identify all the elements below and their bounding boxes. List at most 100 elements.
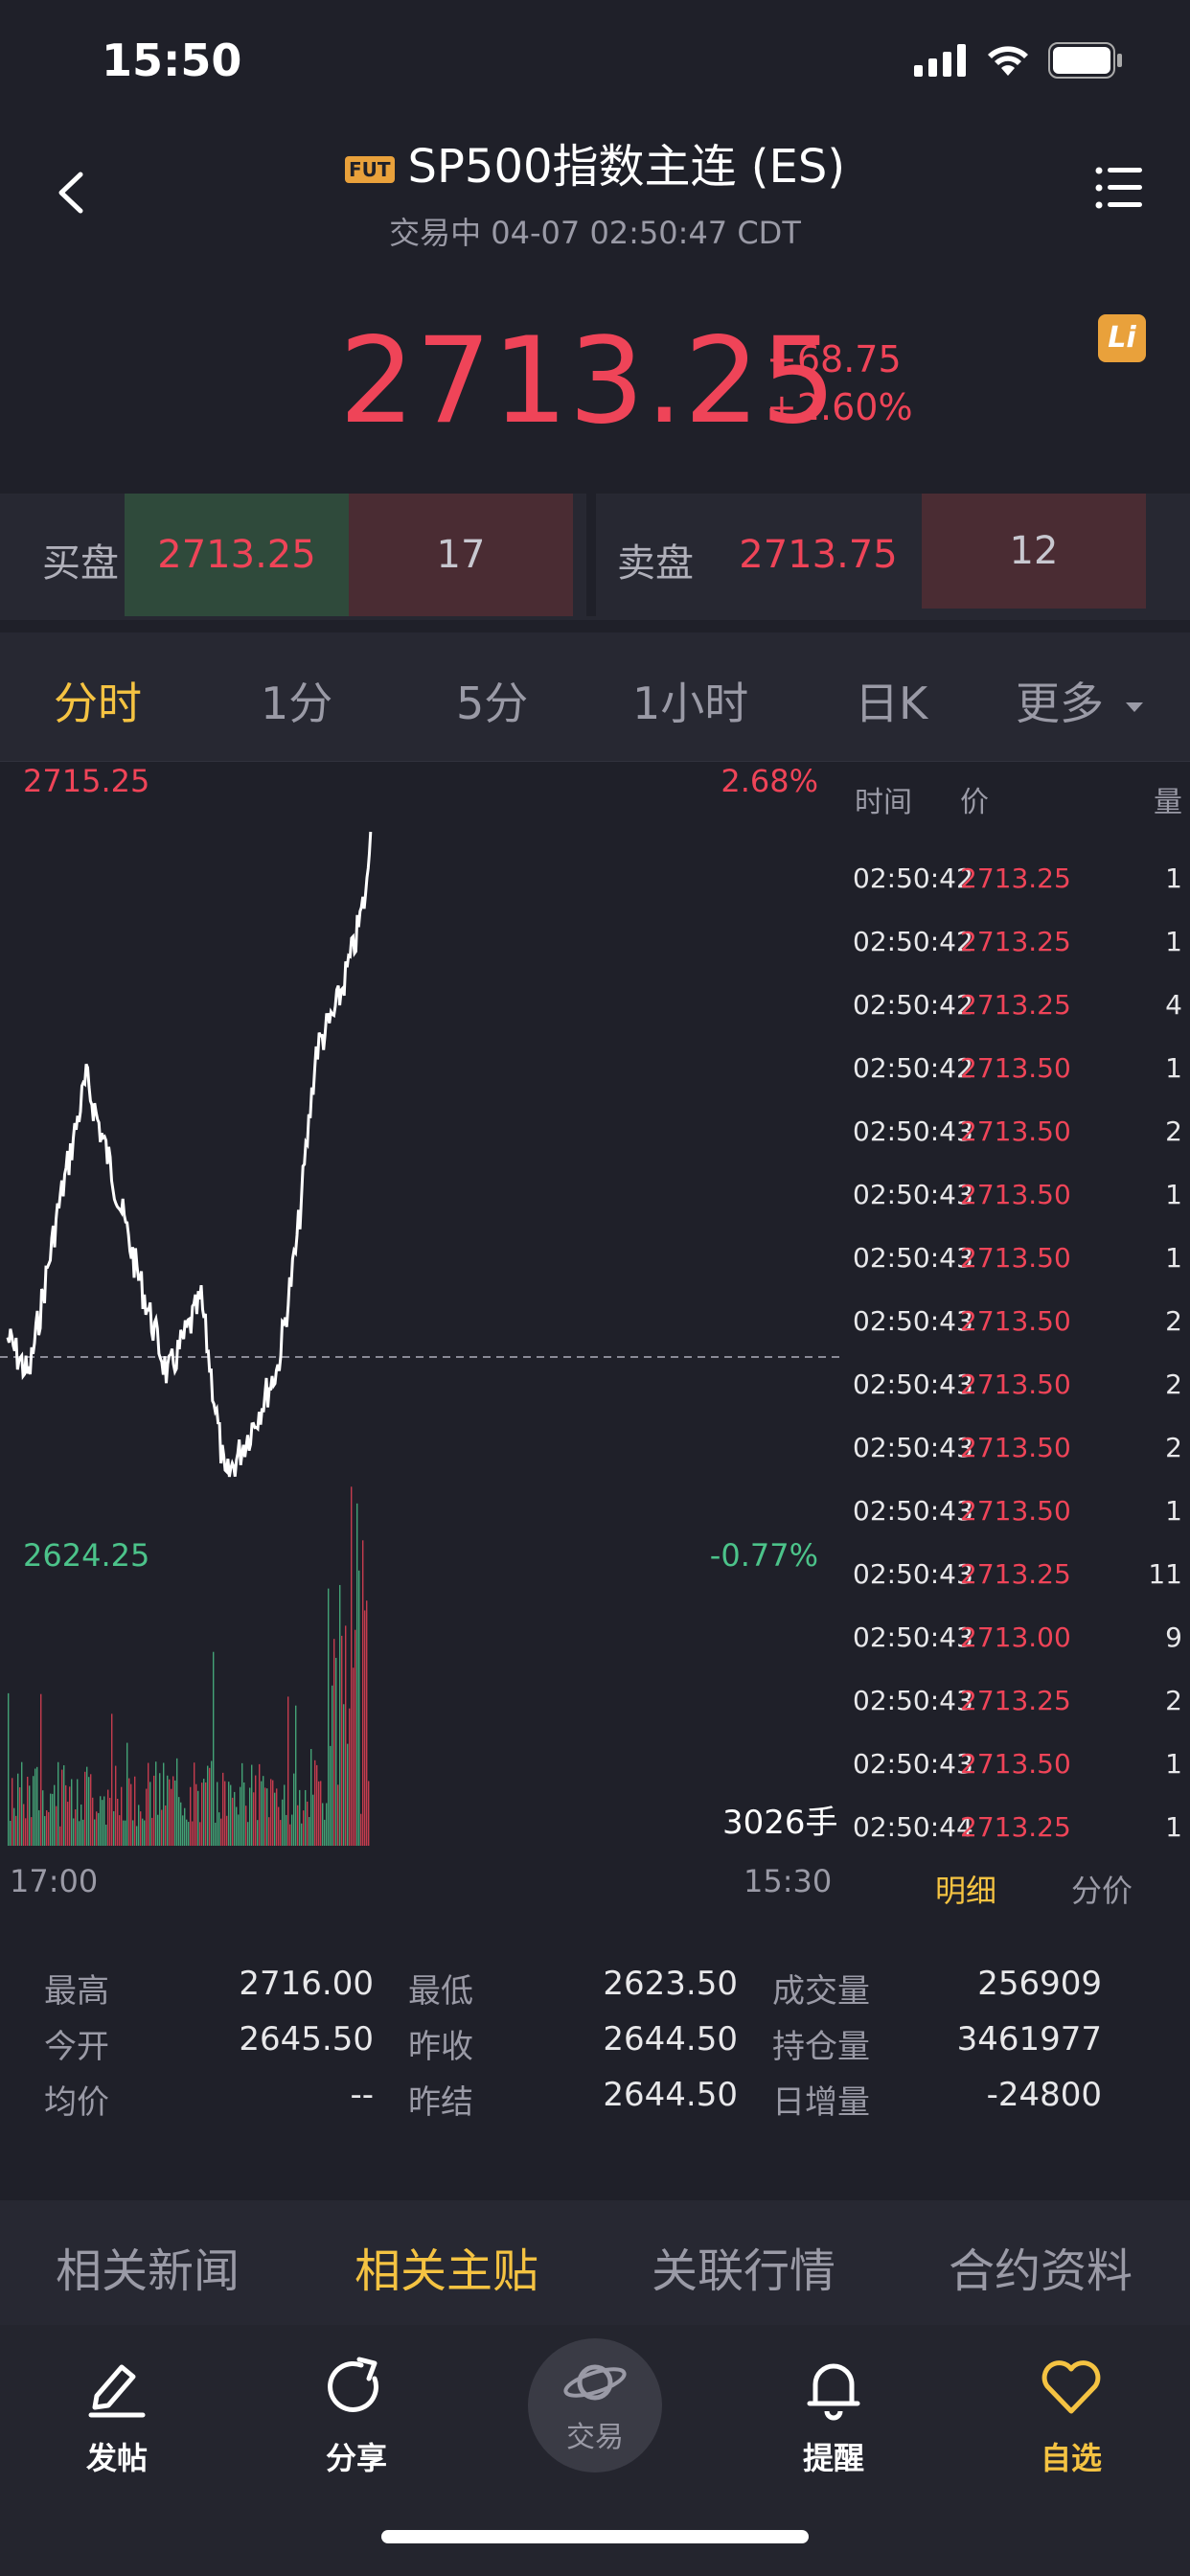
volume-bar [103, 1796, 105, 1846]
chart-period-tabs: 分时 1分 5分 1小时 日K 更多 [0, 632, 1190, 762]
volume-bar [155, 1761, 157, 1846]
tabbar-share-label: 分享 [325, 2440, 387, 2476]
tab-1min[interactable]: 1分 [261, 678, 333, 729]
page-title: FUT SP500指数主连 (ES) [0, 128, 1190, 196]
stat-prev-close-label: 昨收 [408, 2028, 473, 2066]
trade-time: 02:50:43 [853, 1432, 973, 1463]
volume-bar [171, 1788, 172, 1846]
trade-time: 02:50:43 [853, 1622, 973, 1653]
tab-related-news[interactable]: 相关新闻 [56, 2244, 240, 2298]
trade-row: 02:50:43 2713.50 1 [843, 1748, 1190, 1811]
volume-bar [77, 1779, 79, 1846]
trade-row: 02:50:43 2713.50 2 [843, 1116, 1190, 1179]
volume-bar [337, 1784, 339, 1846]
volume-bar [67, 1802, 69, 1846]
volume-bar [203, 1779, 205, 1846]
volume-bar [40, 1693, 42, 1846]
volume-bar [195, 1783, 197, 1846]
volume-bar [88, 1777, 90, 1846]
volume-bar [360, 1813, 362, 1846]
menu-button[interactable] [1094, 163, 1144, 213]
tab-1hour[interactable]: 1小时 [632, 678, 749, 729]
volume-bar [218, 1812, 220, 1846]
tabbar-trade-label: 交易 [566, 2421, 624, 2454]
volume-bar [287, 1696, 289, 1846]
volume-bar [295, 1705, 297, 1846]
tab-more[interactable]: 更多 [1016, 669, 1145, 732]
volume-bar [341, 1635, 343, 1846]
volume-bar [125, 1820, 126, 1846]
volume-bar [197, 1790, 199, 1846]
volume-bar [136, 1826, 138, 1846]
volume-bar [44, 1816, 46, 1846]
tabbar-share[interactable]: 分享 [261, 2354, 452, 2478]
trade-row: 02:50:43 2713.25 2 [843, 1685, 1190, 1748]
trade-row: 02:50:42 2713.25 1 [843, 862, 1190, 926]
stat-prev-settle: 2644.50 [603, 2076, 738, 2114]
trade-row: 02:50:43 2713.25 11 [843, 1558, 1190, 1622]
volume-bar [192, 1821, 194, 1846]
volume-bar [82, 1819, 84, 1846]
tab-related-posts[interactable]: 相关主贴 [355, 2244, 539, 2298]
intraday-chart[interactable]: 2715.25 2.68% 2624.25 -0.77% 3026手 17:00… [0, 763, 843, 1913]
status-icons [914, 42, 1123, 79]
volume-bar [226, 1815, 228, 1846]
tab-price-distribution[interactable]: 分价 [1071, 1873, 1133, 1909]
back-button[interactable] [46, 159, 100, 226]
volume-bar [50, 1793, 52, 1846]
bid-quantity[interactable]: 17 [349, 494, 573, 616]
volume-bar [148, 1762, 149, 1846]
trade-qty: 2 [1165, 1432, 1182, 1463]
volume-bar [228, 1782, 230, 1846]
trade-qty: 1 [1165, 1748, 1182, 1780]
tab-contract-info[interactable]: 合约资料 [949, 2244, 1133, 2298]
tab-detail[interactable]: 明细 [935, 1873, 997, 1909]
volume-bar [245, 1806, 247, 1846]
bid-price[interactable]: 2713.25 [125, 494, 349, 616]
trade-price: 2713.50 [960, 1305, 1071, 1337]
ask-quantity[interactable]: 12 [922, 494, 1146, 609]
home-indicator [381, 2530, 809, 2543]
trade-time: 02:50:43 [853, 1368, 973, 1400]
volume-bar [261, 1781, 263, 1846]
tab-related-quotes[interactable]: 关联行情 [652, 2244, 836, 2298]
trade-price: 2713.25 [960, 989, 1071, 1021]
volume-bar [119, 1815, 121, 1846]
volume-bar [259, 1763, 261, 1846]
tab-5min[interactable]: 5分 [456, 678, 529, 729]
tabbar-alert[interactable]: 提醒 [738, 2354, 929, 2478]
tab-daily[interactable]: 日K [855, 678, 928, 729]
volume-bar [128, 1778, 130, 1846]
volume-bar [316, 1764, 318, 1846]
volume-bar [293, 1773, 295, 1846]
volume-bar [268, 1817, 270, 1846]
x-axis-start: 17:00 [10, 1863, 99, 1899]
volume-bar [199, 1822, 201, 1846]
volume-bar [301, 1823, 303, 1846]
tabbar-post[interactable]: 发帖 [21, 2354, 213, 2478]
volume-bar [345, 1625, 347, 1846]
stats-grid: 最高 2716.00 最低 2623.50 成交量 256909 今开 2645… [0, 1945, 1190, 2137]
volume-bar [232, 1797, 234, 1846]
volume-bar [330, 1745, 332, 1846]
volume-bar [353, 1668, 355, 1846]
li-badge-button[interactable]: Li [1098, 314, 1146, 362]
trades-header-price: 价 [960, 786, 989, 819]
trade-row: 02:50:43 2713.50 1 [843, 1242, 1190, 1305]
volume-bar [188, 1822, 190, 1846]
tab-intraday[interactable]: 分时 [54, 678, 142, 729]
volume-bar [318, 1781, 320, 1846]
volume-bar [333, 1639, 335, 1846]
tabbar-trade[interactable]: 交易 [528, 2338, 662, 2472]
volume-bar [266, 1788, 268, 1846]
trade-row: 02:50:43 2713.50 2 [843, 1432, 1190, 1495]
volume-bar [194, 1762, 195, 1846]
volume-bar [25, 1818, 27, 1846]
volume-bar [358, 1570, 360, 1846]
tabbar-watchlist[interactable]: 自选 [975, 2354, 1167, 2478]
ask-price[interactable]: 2713.75 [739, 533, 898, 577]
volume-bar [236, 1806, 238, 1846]
volume-bar [138, 1805, 140, 1846]
trade-price: 2713.25 [960, 862, 1071, 894]
volume-bar [142, 1818, 144, 1846]
